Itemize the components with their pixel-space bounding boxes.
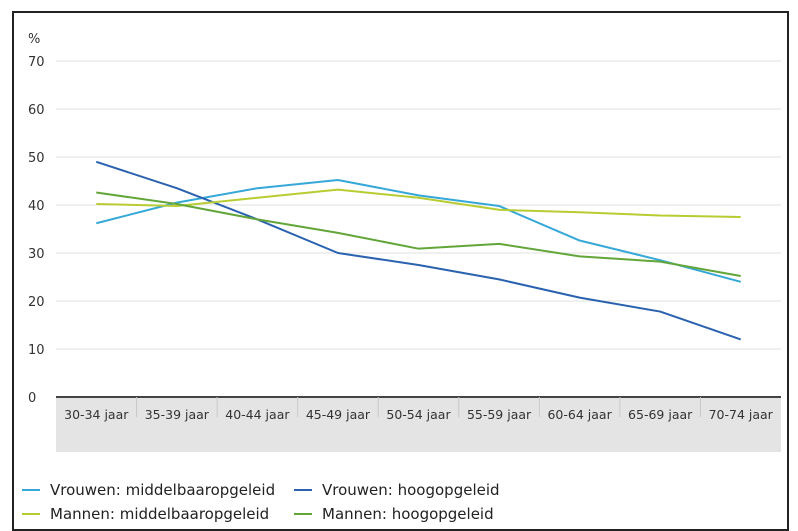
y-tick-label: 20 bbox=[28, 295, 45, 310]
y-tick-label: 70 bbox=[28, 55, 45, 70]
series-lines bbox=[95, 160, 742, 341]
x-tick-label: 70-74 jaar bbox=[709, 407, 774, 422]
x-tick-label: 60-64 jaar bbox=[547, 407, 612, 422]
legend-label: Vrouwen: middelbaaropgeleid bbox=[50, 481, 275, 499]
legend-item: Vrouwen: middelbaaropgeleid bbox=[22, 481, 275, 499]
legend-label: Mannen: hoogopgeleid bbox=[322, 505, 494, 523]
x-tick-label: 40-44 jaar bbox=[225, 407, 290, 422]
series-line-3 bbox=[96, 191, 741, 278]
legend-label: Mannen: middelbaaropgeleid bbox=[50, 505, 269, 523]
chart-frame: 0 10 20 30 40 50 60 70 % 30-34 jaar 35-39 jaar 40… bbox=[12, 11, 789, 531]
y-axis-label: % bbox=[28, 32, 40, 47]
x-tick-label: 55-59 jaar bbox=[467, 407, 532, 422]
x-tick-label: 65-69 jaar bbox=[628, 407, 693, 422]
legend: Vrouwen: middelbaaropgeleid Vrouwen: hoog… bbox=[22, 481, 500, 523]
x-tick-label: 30-34 jaar bbox=[64, 407, 129, 422]
legend-item: Vrouwen: hoogopgeleid bbox=[294, 481, 500, 499]
y-tick-label: 10 bbox=[28, 343, 45, 358]
x-tick-label: 50-54 jaar bbox=[386, 407, 451, 422]
x-tick-label: 45-49 jaar bbox=[306, 407, 371, 422]
y-tick-label: 0 bbox=[28, 391, 36, 406]
series-line-1 bbox=[95, 160, 742, 341]
y-tick-label: 50 bbox=[28, 151, 45, 166]
x-tick-label: 35-39 jaar bbox=[145, 407, 210, 422]
x-axis-ticks: 30-34 jaar 35-39 jaar 40-44 jaar 45-49 jaar… bbox=[64, 397, 774, 422]
line-chart: 0 10 20 30 40 50 60 70 % 30-34 jaar 35-39 jaar 40… bbox=[22, 32, 781, 523]
y-tick-label: 40 bbox=[28, 199, 45, 214]
category-axis-band bbox=[56, 397, 781, 452]
legend-label: Vrouwen: hoogopgeleid bbox=[322, 481, 500, 499]
y-tick-label: 30 bbox=[28, 247, 45, 262]
legend-item: Mannen: hoogopgeleid bbox=[294, 505, 494, 523]
series-line-2 bbox=[96, 188, 741, 218]
y-tick-label: 60 bbox=[28, 103, 45, 118]
legend-item: Mannen: middelbaaropgeleid bbox=[22, 505, 269, 523]
y-axis-ticks: 0 10 20 30 40 50 60 70 bbox=[28, 55, 45, 406]
